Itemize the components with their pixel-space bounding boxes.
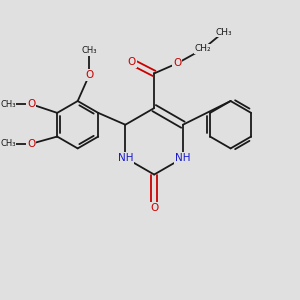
Text: O: O bbox=[128, 57, 136, 67]
Text: O: O bbox=[27, 99, 35, 109]
Text: O: O bbox=[85, 70, 93, 80]
Text: CH₃: CH₃ bbox=[0, 139, 16, 148]
Text: CH₃: CH₃ bbox=[0, 100, 16, 109]
Text: NH: NH bbox=[118, 153, 133, 163]
Text: O: O bbox=[173, 58, 182, 68]
Text: O: O bbox=[27, 139, 35, 149]
Text: CH₃: CH₃ bbox=[215, 28, 232, 37]
Text: CH₂: CH₂ bbox=[195, 44, 211, 53]
Text: CH₃: CH₃ bbox=[82, 46, 97, 55]
Text: NH: NH bbox=[175, 153, 191, 163]
Text: O: O bbox=[150, 203, 158, 213]
